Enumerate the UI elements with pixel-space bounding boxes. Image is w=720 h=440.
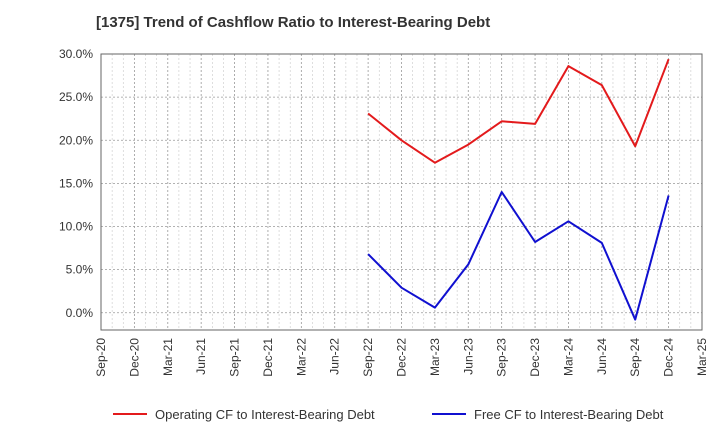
x-tick-labels: Sep-20 Dec-20 Mar-21 Jun-21 Sep-21 Dec-21 Mar-…: [94, 338, 709, 377]
x-tick-label: Jun-22: [328, 338, 342, 375]
x-tick-label: Dec-20: [127, 338, 141, 377]
y-tick-label: 15.0%: [59, 176, 93, 190]
series-line-1: [367, 58, 670, 164]
x-tick-label: Mar-25: [695, 338, 709, 376]
y-tick-label: 30.0%: [59, 47, 93, 61]
x-tick-label: Mar-22: [294, 338, 308, 376]
x-tick-label: Dec-24: [662, 338, 676, 377]
series-line-2: [367, 191, 670, 321]
axes: [100, 53, 703, 331]
x-tick-label: Sep-22: [361, 338, 375, 377]
y-tick-label: 0.0%: [66, 306, 94, 320]
x-tick-label: Dec-22: [395, 338, 409, 377]
y-tick-labels: 0.0% 5.0% 10.0% 15.0% 20.0% 25.0% 30.0%: [59, 47, 93, 320]
x-tick-label: Mar-21: [161, 338, 175, 376]
x-tick-label: Jun-21: [194, 338, 208, 375]
x-tick-label: Mar-24: [561, 338, 575, 376]
x-tick-label: Sep-23: [495, 338, 509, 377]
plot-frame: [100, 53, 703, 331]
legend-label-2: Free CF to Interest-Bearing Debt: [474, 407, 664, 422]
x-tick-label: Sep-21: [228, 338, 242, 377]
x-tick-label: Dec-21: [261, 338, 275, 377]
chart-title: [1375] Trend of Cashflow Ratio to Intere…: [96, 14, 491, 31]
y-tick-label: 5.0%: [66, 263, 94, 277]
y-tick-label: 25.0%: [59, 90, 93, 104]
x-tick-label: Mar-23: [428, 338, 442, 376]
x-tick-label: Dec-23: [528, 338, 542, 377]
y-tick-label: 10.0%: [59, 220, 93, 234]
grid-lines: [101, 53, 702, 330]
x-tick-label: Sep-24: [628, 338, 642, 377]
x-tick-label: Sep-20: [94, 338, 108, 377]
x-tick-label: Jun-24: [595, 338, 609, 375]
y-tick-label: 20.0%: [59, 133, 93, 147]
legend-label-1: Operating CF to Interest-Bearing Debt: [155, 407, 375, 422]
x-tick-label: Jun-23: [461, 338, 475, 375]
legend: Operating CF to Interest-Bearing Debt Fre…: [113, 407, 664, 422]
series-lines: [367, 58, 670, 321]
